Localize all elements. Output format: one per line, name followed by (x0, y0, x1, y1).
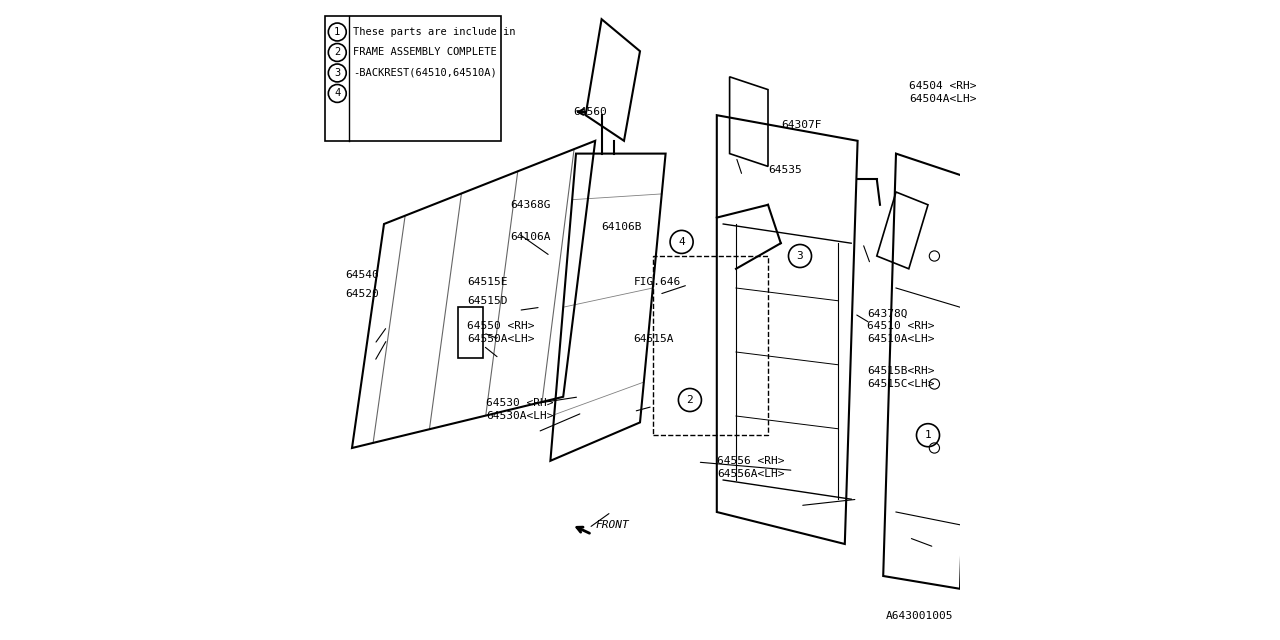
Text: 1: 1 (924, 430, 932, 440)
Text: A643001005: A643001005 (886, 611, 954, 621)
Text: 64530 <RH>: 64530 <RH> (486, 398, 554, 408)
Text: 1: 1 (334, 27, 340, 37)
FancyBboxPatch shape (325, 16, 502, 141)
Text: 64535: 64535 (768, 164, 801, 175)
Text: 64550 <RH>: 64550 <RH> (467, 321, 535, 332)
Text: 64515B<RH>: 64515B<RH> (868, 366, 934, 376)
Text: -BACKREST(64510,64510A): -BACKREST(64510,64510A) (353, 68, 497, 78)
Text: 64307F: 64307F (781, 120, 822, 130)
Text: FIG.646: FIG.646 (634, 276, 681, 287)
Text: 64530A<LH>: 64530A<LH> (486, 411, 554, 421)
Text: 64378Q: 64378Q (868, 308, 908, 319)
Text: 64510 <RH>: 64510 <RH> (868, 321, 934, 332)
Text: 64556 <RH>: 64556 <RH> (717, 456, 785, 466)
Text: These parts are include in: These parts are include in (353, 27, 516, 37)
Text: 3: 3 (334, 68, 340, 78)
Text: FRAME ASSEMBLY COMPLETE: FRAME ASSEMBLY COMPLETE (353, 47, 497, 58)
Text: 64520: 64520 (346, 289, 379, 300)
Text: 2: 2 (334, 47, 340, 58)
Text: 64556A<LH>: 64556A<LH> (717, 468, 785, 479)
Text: 64106A: 64106A (511, 232, 552, 242)
Text: FRONT: FRONT (595, 520, 628, 530)
Text: 64515A: 64515A (634, 334, 675, 344)
Text: 2: 2 (686, 395, 694, 405)
Text: 64510A<LH>: 64510A<LH> (868, 334, 934, 344)
Text: 64550A<LH>: 64550A<LH> (467, 334, 535, 344)
Text: 4: 4 (678, 237, 685, 247)
Text: 64515D: 64515D (467, 296, 508, 306)
Text: 64106B: 64106B (602, 222, 643, 232)
Text: 64504A<LH>: 64504A<LH> (909, 94, 977, 104)
Text: 64368G: 64368G (511, 200, 552, 210)
Text: 64540: 64540 (346, 270, 379, 280)
Text: 64515E: 64515E (467, 276, 508, 287)
Text: 3: 3 (796, 251, 804, 261)
Text: 4: 4 (334, 88, 340, 99)
Text: 64560: 64560 (573, 107, 607, 117)
Text: 64515C<LH>: 64515C<LH> (868, 379, 934, 389)
Text: 64504 <RH>: 64504 <RH> (909, 81, 977, 92)
